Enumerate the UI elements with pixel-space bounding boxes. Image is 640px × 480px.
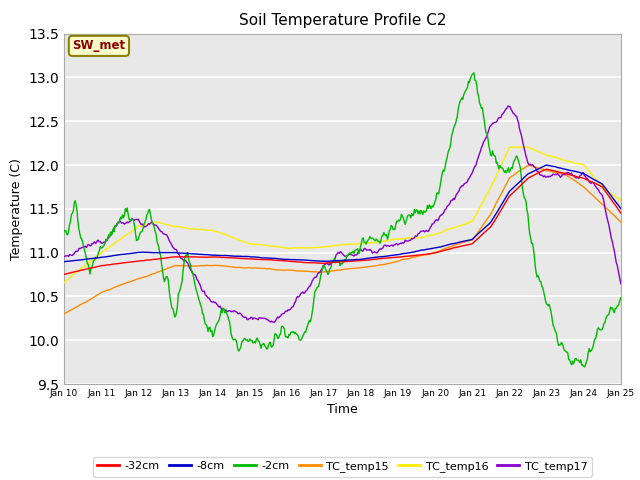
X-axis label: Time: Time — [327, 403, 358, 417]
Text: SW_met: SW_met — [72, 39, 125, 52]
Y-axis label: Temperature (C): Temperature (C) — [10, 158, 22, 260]
Title: Soil Temperature Profile C2: Soil Temperature Profile C2 — [239, 13, 446, 28]
Legend: -32cm, -8cm, -2cm, TC_temp15, TC_temp16, TC_temp17: -32cm, -8cm, -2cm, TC_temp15, TC_temp16,… — [93, 457, 592, 477]
